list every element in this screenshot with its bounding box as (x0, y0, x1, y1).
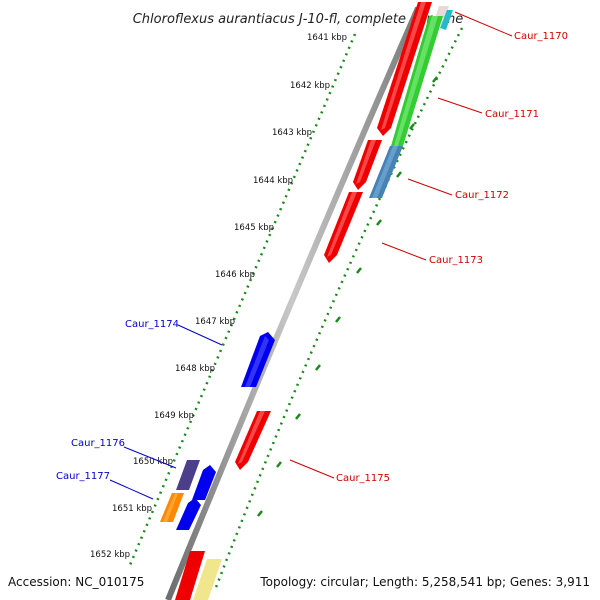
accession-text: Accession: NC_010175 (8, 575, 144, 589)
gene-label[interactable]: Caur_1171 (485, 109, 539, 120)
genome-backbone (165, 6, 421, 600)
scale-label: 1643 kbp (272, 128, 312, 138)
gene-label[interactable]: Caur_1170 (514, 31, 568, 42)
gene-label[interactable]: Caur_1176 (71, 438, 125, 449)
scale-labels: 1641 kbp 1642 kbp 1643 kbp 1644 kbp 1645… (90, 33, 347, 560)
outer-track-ticks (257, 76, 438, 517)
scale-label: 1642 kbp (290, 81, 330, 91)
scale-label: 1649 kbp (154, 411, 194, 421)
gene-label[interactable]: Caur_1173 (429, 255, 483, 266)
scale-label: 1647 kbp (195, 317, 235, 327)
gene-label[interactable]: Caur_1174 (125, 319, 179, 330)
gene-feature[interactable] (192, 465, 216, 500)
gene-feature[interactable] (193, 559, 222, 600)
genome-summary-text: Topology: circular; Length: 5,258,541 bp… (259, 575, 590, 589)
gene-feature[interactable] (176, 498, 201, 530)
scale-label: 1650 kbp (133, 457, 173, 467)
gene-feature[interactable] (440, 10, 453, 30)
scale-label: 1644 kbp (253, 176, 293, 186)
callout-lines (109, 11, 513, 500)
outer-track-arc (213, 27, 464, 591)
scale-label: 1645 kbp (234, 223, 274, 233)
gene-feature[interactable] (175, 551, 205, 600)
scale-label: 1641 kbp (307, 33, 347, 43)
gene-feature-caur-1176[interactable] (176, 460, 200, 490)
scale-label: 1646 kbp (215, 270, 255, 280)
gene-label[interactable]: Caur_1177 (56, 471, 110, 482)
scale-label: 1648 kbp (175, 364, 215, 374)
gene-label[interactable]: Caur_1175 (336, 473, 390, 484)
scale-label: 1651 kbp (112, 504, 152, 514)
map-title: Chloroflexus aurantiacus J-10-fl, comple… (133, 12, 464, 27)
scale-ruler-arc (128, 33, 357, 566)
gene-label[interactable]: Caur_1172 (455, 190, 509, 201)
scale-label: 1652 kbp (90, 550, 130, 560)
